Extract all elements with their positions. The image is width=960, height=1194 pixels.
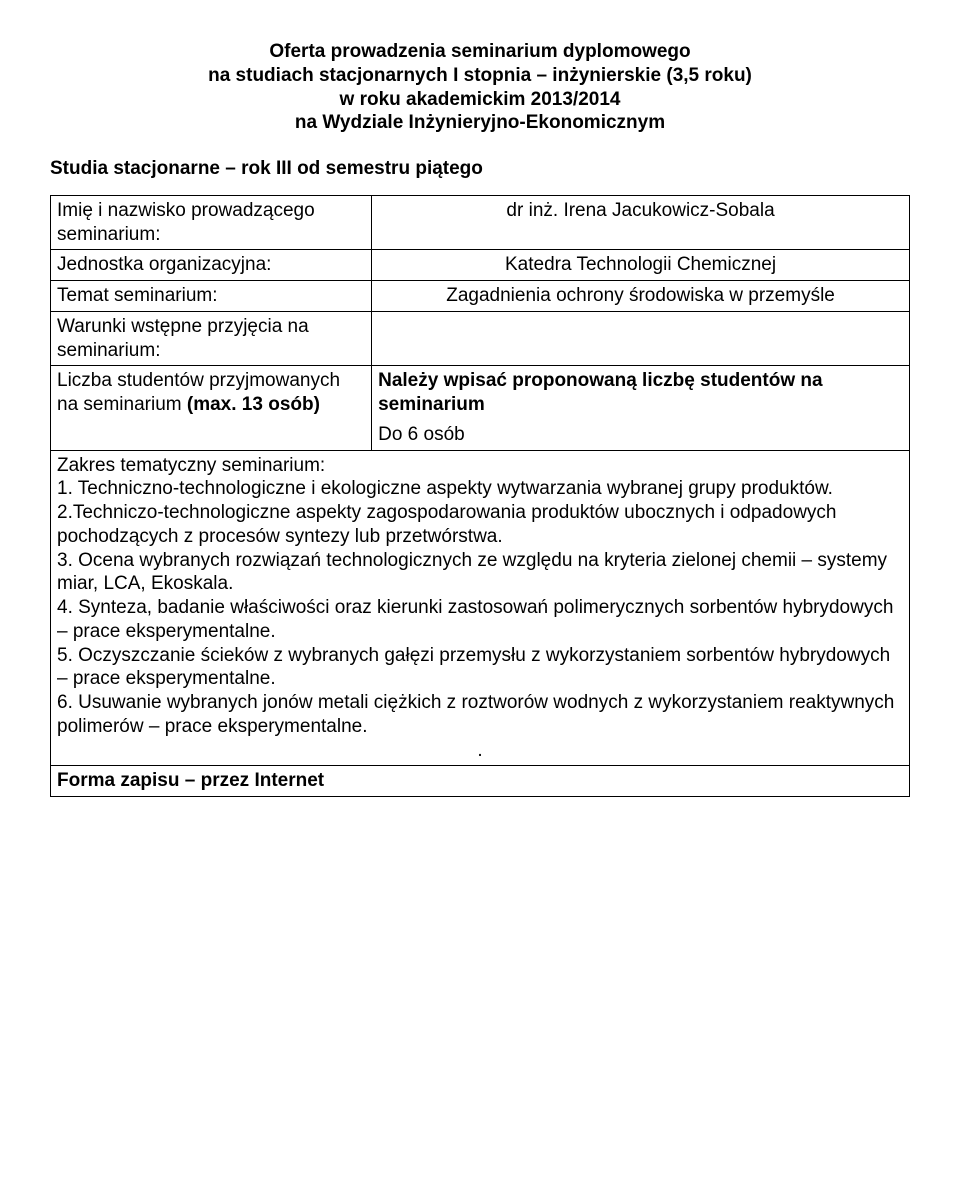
sub-header: Studia stacjonarne – rok III od semestru… bbox=[50, 157, 910, 181]
count-value: Do 6 osób bbox=[378, 423, 903, 447]
count-label: Liczba studentów przyjmowanych na semina… bbox=[51, 366, 372, 450]
scope-item-4: 4. Synteza, badanie właściwości oraz kie… bbox=[57, 596, 903, 644]
topic-label: Temat seminarium: bbox=[51, 281, 372, 312]
scope-item-5: 5. Oczyszczanie ścieków z wybranych gałę… bbox=[57, 644, 903, 692]
table-row: Liczba studentów przyjmowanych na semina… bbox=[51, 366, 910, 450]
scope-title: Zakres tematyczny seminarium: bbox=[57, 454, 903, 478]
header-line-2: na studiach stacjonarnych I stopnia – in… bbox=[50, 64, 910, 88]
topic-value: Zagadnienia ochrony środowiska w przemyś… bbox=[372, 281, 910, 312]
count-label-max: (max. 13 osób) bbox=[187, 394, 320, 415]
scope-item-6: 6. Usuwanie wybranych jonów metali ciężk… bbox=[57, 691, 903, 739]
scope-item-3: 3. Ocena wybranych rozwiązań technologic… bbox=[57, 549, 903, 597]
scope-cell: Zakres tematyczny seminarium: 1. Technic… bbox=[51, 450, 910, 766]
table-row: Forma zapisu – przez Internet bbox=[51, 766, 910, 797]
header-line-4: na Wydziale Inżynieryjno-Ekonomicznym bbox=[50, 111, 910, 135]
prereq-value bbox=[372, 311, 910, 366]
scope-item-2: 2.Techniczo-technologiczne aspekty zagos… bbox=[57, 501, 903, 549]
seminar-table: Imię i nazwisko prowadzącego seminarium:… bbox=[50, 195, 910, 797]
prereq-label: Warunki wstępne przyjęcia na seminarium: bbox=[51, 311, 372, 366]
name-label: Imię i nazwisko prowadzącego seminarium: bbox=[51, 195, 372, 250]
table-row: Jednostka organizacyjna: Katedra Technol… bbox=[51, 250, 910, 281]
table-row: Warunki wstępne przyjęcia na seminarium: bbox=[51, 311, 910, 366]
scope-item-1: 1. Techniczno-technologiczne i ekologicz… bbox=[57, 477, 903, 501]
table-row: Temat seminarium: Zagadnienia ochrony śr… bbox=[51, 281, 910, 312]
table-row: Imię i nazwisko prowadzącego seminarium:… bbox=[51, 195, 910, 250]
table-row: Zakres tematyczny seminarium: 1. Technic… bbox=[51, 450, 910, 766]
document-header: Oferta prowadzenia seminarium dyplomoweg… bbox=[50, 40, 910, 135]
scope-dot: . bbox=[57, 739, 903, 763]
form-line: Forma zapisu – przez Internet bbox=[51, 766, 910, 797]
unit-value: Katedra Technologii Chemicznej bbox=[372, 250, 910, 281]
name-value: dr inż. Irena Jacukowicz-Sobala bbox=[372, 195, 910, 250]
count-hint: Należy wpisać proponowaną liczbę student… bbox=[378, 369, 903, 417]
count-value-cell: Należy wpisać proponowaną liczbę student… bbox=[372, 366, 910, 450]
header-line-1: Oferta prowadzenia seminarium dyplomoweg… bbox=[50, 40, 910, 64]
unit-label: Jednostka organizacyjna: bbox=[51, 250, 372, 281]
header-line-3: w roku akademickim 2013/2014 bbox=[50, 88, 910, 112]
